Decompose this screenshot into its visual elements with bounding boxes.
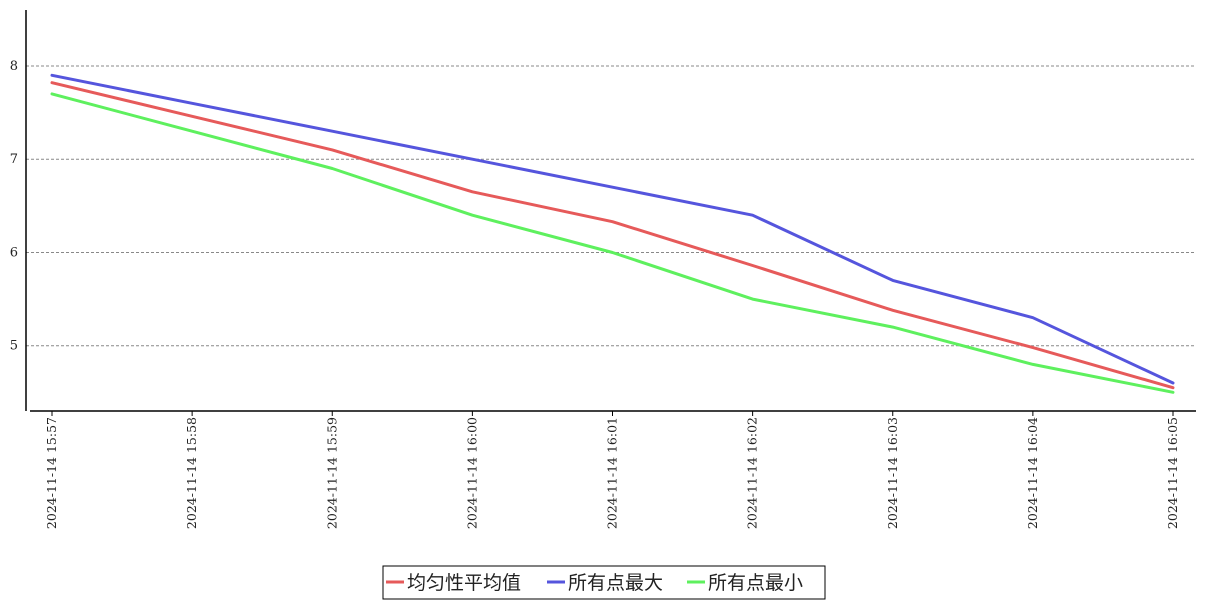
series-line (50, 81, 1175, 390)
series-lines (50, 73, 1175, 394)
x-tick-label: 2024-11-14 15:58 (184, 417, 199, 529)
y-tick-label: 8 (10, 59, 18, 74)
x-tick-label: 2024-11-14 16:01 (605, 417, 620, 529)
y-tick-label: 6 (10, 245, 18, 260)
y-tick-label: 7 (10, 152, 18, 167)
series-line (50, 73, 1175, 385)
legend: 均匀性平均值 所有点最大 所有点最小 (382, 565, 826, 600)
x-tick-label: 2024-11-14 16:04 (1025, 417, 1040, 529)
x-tick-label: 2024-11-14 16:05 (1165, 417, 1180, 529)
x-tick-label: 2024-11-14 16:00 (464, 417, 479, 529)
series-line (50, 92, 1175, 394)
legend-box (382, 565, 826, 600)
x-tick-label: 2024-11-14 16:02 (745, 417, 760, 529)
legend-label: 所有点最大 (568, 572, 663, 594)
legend-label: 所有点最小 (708, 572, 803, 594)
x-tick-label: 2024-11-14 16:03 (885, 417, 900, 529)
grid-lines (26, 65, 1196, 347)
axes (25, 10, 1196, 416)
x-tick-label: 2024-11-14 15:57 (44, 417, 59, 529)
legend-label: 均匀性平均值 (407, 572, 521, 594)
x-tick-label: 2024-11-14 15:59 (324, 417, 339, 529)
tick-labels: 5 6 7 8 2024-11-14 15:57 2024-11-14 15:58 2024… (10, 59, 1180, 529)
y-tick-label: 5 (10, 339, 18, 354)
